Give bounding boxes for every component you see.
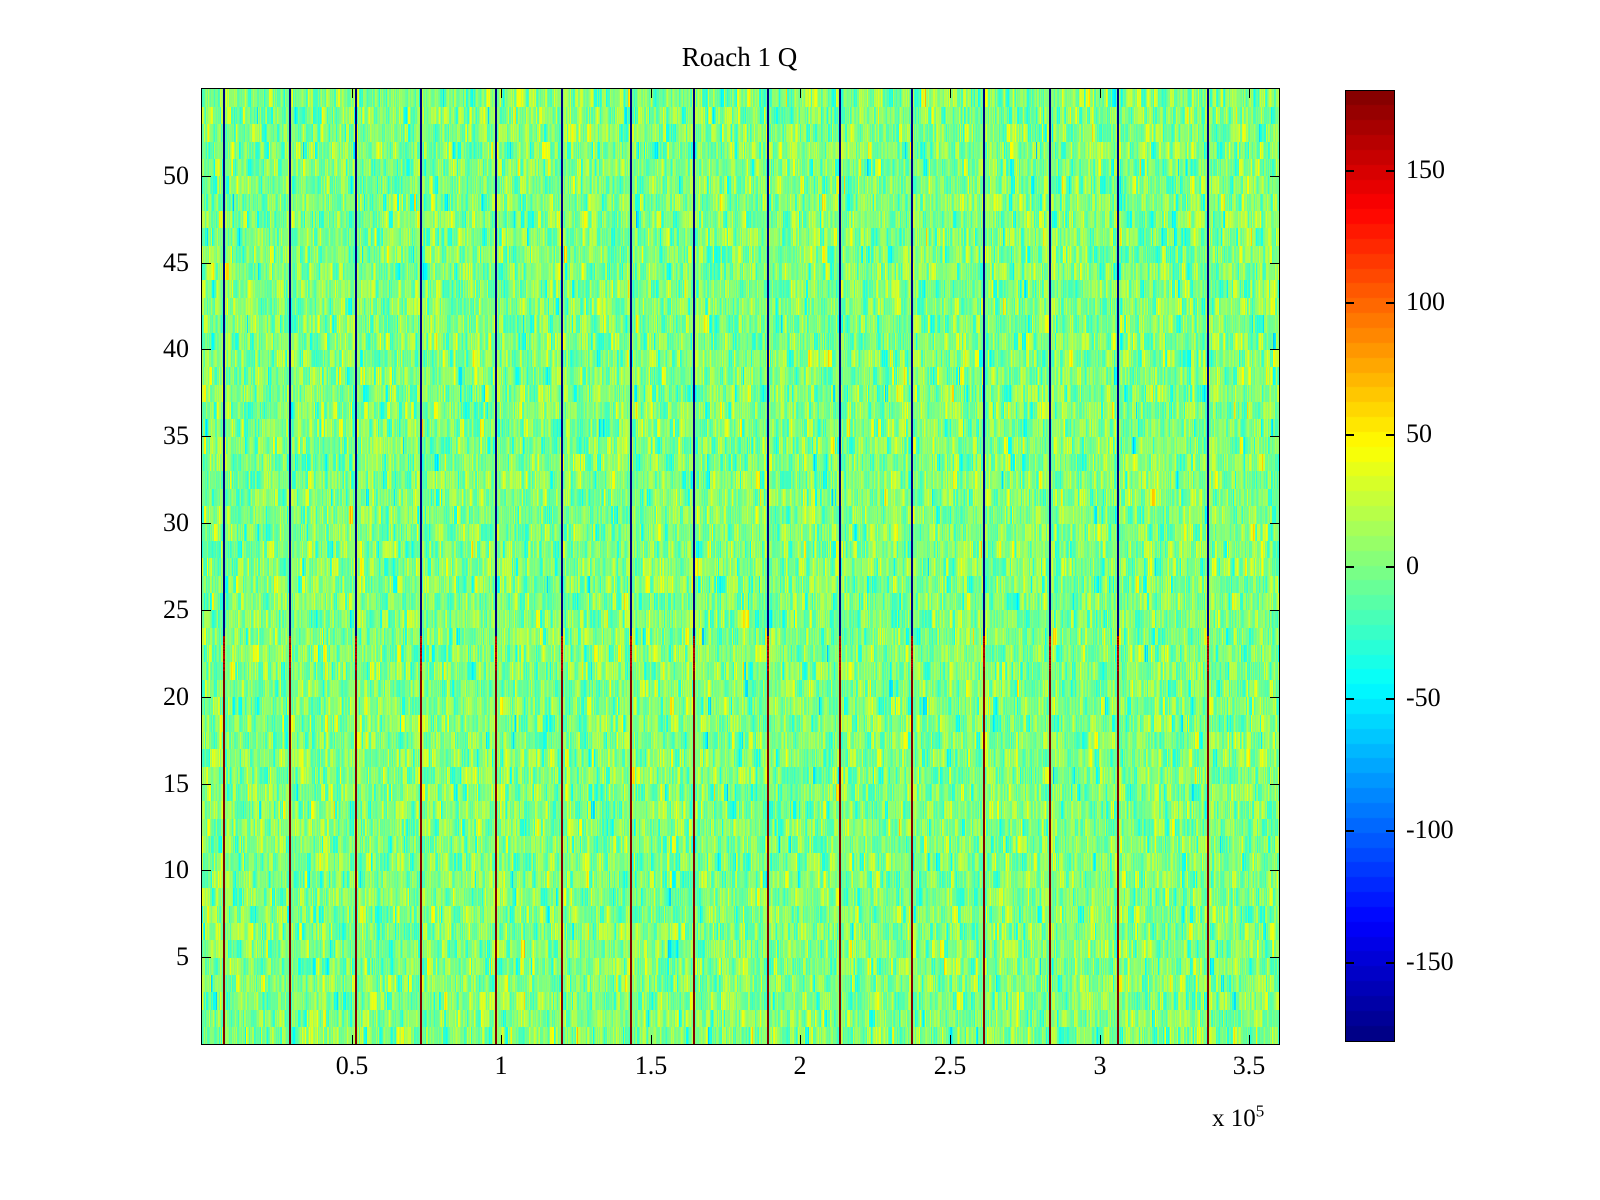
x-axis-tick-mark <box>501 1035 502 1044</box>
x-axis-tick-mark <box>651 1035 652 1044</box>
y-axis-tick-mark <box>1270 697 1279 698</box>
colorbar-tick-mark <box>1346 434 1354 436</box>
colorbar-tick-mark <box>1386 962 1394 964</box>
x-axis-tick-mark <box>800 89 801 98</box>
y-axis-tick-label: 50 <box>163 161 189 190</box>
x-axis-tick-mark <box>800 1035 801 1044</box>
y-axis-tick-mark <box>1270 349 1279 350</box>
colorbar-tick-label: -150 <box>1406 947 1454 976</box>
heatmap-image <box>202 89 1279 1044</box>
x-axis-tick-mark <box>950 89 951 98</box>
y-axis-tick-mark <box>202 784 211 785</box>
colorbar-tick-label: -100 <box>1406 815 1454 844</box>
y-axis-tick-mark <box>1270 784 1279 785</box>
y-axis-tick-mark <box>202 436 211 437</box>
x-axis-tick-mark <box>1100 89 1101 98</box>
page-title: Roach 1 Q <box>681 42 798 72</box>
colorbar-tick-mark <box>1346 962 1354 964</box>
y-axis-tick-mark <box>1270 870 1279 871</box>
y-axis-tick-label: 5 <box>176 942 189 971</box>
y-axis-tick-label: 35 <box>163 421 189 450</box>
x-exponent-base: x 10 <box>1212 1105 1256 1132</box>
colorbar-tick-mark <box>1386 434 1394 436</box>
x-axis-tick-mark <box>651 89 652 98</box>
y-axis-tick-label: 10 <box>163 855 189 884</box>
colorbar-tick-label: 100 <box>1406 287 1445 316</box>
x-axis-tick-label: 3 <box>1093 1051 1107 1080</box>
x-exponent-power: 5 <box>1255 1101 1265 1121</box>
x-axis-tick-mark <box>352 1035 353 1044</box>
colorbar-tick-mark <box>1386 566 1394 568</box>
colorbar[interactable]: 150 100 50 0 -50 -100 -150 <box>1345 90 1454 1042</box>
colorbar-tick-label: 150 <box>1406 155 1445 184</box>
x-axis-tick-label: 1 <box>494 1051 508 1080</box>
x-axis-tick-mark <box>1249 89 1250 98</box>
y-axis-tick-label: 25 <box>163 595 189 624</box>
y-axis-tick-mark <box>1270 176 1279 177</box>
colorbar-tick-mark <box>1386 170 1394 172</box>
y-axis-tick-mark <box>1270 263 1279 264</box>
y-axis-tick-mark <box>202 349 211 350</box>
y-axis-tick-label: 20 <box>163 682 189 711</box>
x-axis-tick-mark <box>1100 1035 1101 1044</box>
y-axis-tick-mark <box>1270 957 1279 958</box>
colorbar-tick-mark <box>1386 698 1394 700</box>
x-axis-tick-mark <box>1249 1035 1250 1044</box>
y-axis-tick-label: 45 <box>163 248 189 277</box>
x-axis-tick-mark <box>501 89 502 98</box>
y-axis-tick-mark <box>1270 436 1279 437</box>
y-axis-tick-mark <box>202 263 211 264</box>
y-axis-tick-mark <box>202 870 211 871</box>
colorbar-tick-mark <box>1346 302 1354 304</box>
y-axis-tick-mark <box>1270 610 1279 611</box>
y-axis-tick-label: 15 <box>163 769 189 798</box>
x-axis-tick-label: 3.5 <box>1232 1051 1266 1080</box>
y-axis-tick-mark <box>1270 523 1279 524</box>
y-axis-tick-mark <box>202 697 211 698</box>
x-axis-tick-mark <box>950 1035 951 1044</box>
y-axis-tick-mark <box>202 610 211 611</box>
x-axis-tick-label: 0.5 <box>335 1051 369 1080</box>
x-axis-tick-mark <box>352 89 353 98</box>
x-axis-tick-label: 2 <box>793 1051 807 1080</box>
colorbar-tick-label: 50 <box>1406 419 1432 448</box>
x-axis-tick-label: 2.5 <box>933 1051 967 1080</box>
y-axis-tick-mark <box>202 957 211 958</box>
colorbar-tick-mark <box>1386 830 1394 832</box>
heatmap-axes[interactable]: 5 10 15 20 25 30 35 40 45 50 0.5 1 1.5 2 2.5 3 3.5 <box>163 88 1280 1080</box>
colorbar-tick-mark <box>1346 698 1354 700</box>
y-axis-tick-label: 30 <box>163 508 189 537</box>
colorbar-tick-mark <box>1386 302 1394 304</box>
colorbar-tick-mark <box>1346 566 1354 568</box>
colorbar-tick-label: -50 <box>1406 683 1441 712</box>
y-axis-tick-label: 40 <box>163 334 189 363</box>
y-axis-tick-mark <box>202 523 211 524</box>
x-axis-exponent: x 105 <box>1212 1101 1265 1133</box>
y-axis-tick-mark <box>202 176 211 177</box>
x-axis-tick-label: 1.5 <box>634 1051 668 1080</box>
colorbar-tick-mark <box>1346 170 1354 172</box>
colorbar-tick-label: 0 <box>1406 551 1419 580</box>
colorbar-tick-mark <box>1346 830 1354 832</box>
